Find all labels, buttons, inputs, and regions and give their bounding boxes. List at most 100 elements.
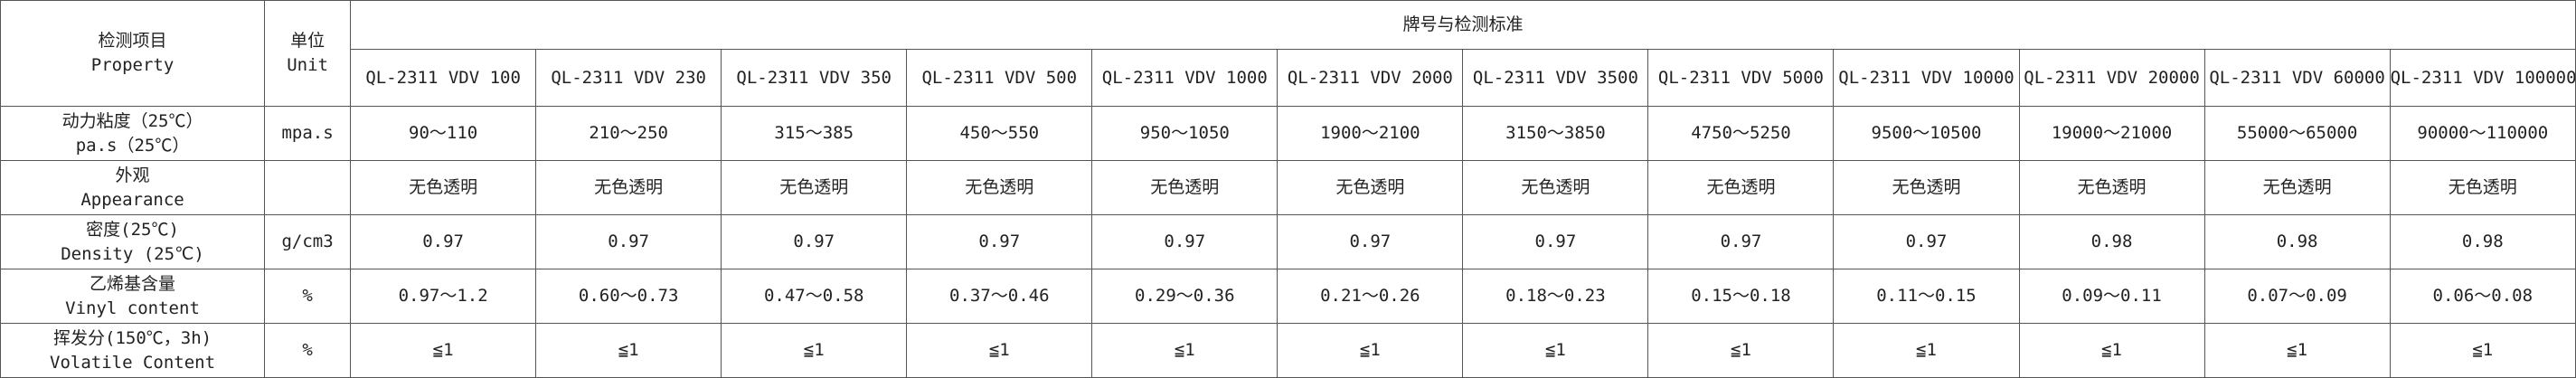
value-cell: 无色透明	[2018, 160, 2205, 215]
unit-cell: %	[264, 269, 352, 324]
grade-cell: QL-2311 VDV 10000	[1833, 49, 2020, 107]
value-cell: 0.06～0.08	[2389, 269, 2576, 324]
value-cell: 90～110	[350, 106, 537, 161]
value: ≦1	[1731, 340, 1751, 360]
value: ≦1	[803, 340, 825, 360]
property-cell: 外观 Appearance	[0, 160, 266, 215]
grade-label: QL-2311 VDV 230	[551, 67, 706, 88]
value-cell: 0.97	[350, 214, 537, 269]
value-cell: ≦1	[535, 323, 722, 378]
value: 0.97	[978, 232, 1021, 251]
property-label: pa.s（25℃）	[75, 135, 190, 156]
value: ≦1	[618, 340, 639, 360]
value-cell: 950～1050	[1091, 106, 1279, 161]
value-cell: 0.98	[2203, 214, 2391, 269]
grade-cell: QL-2311 VDV 3500	[1462, 49, 1649, 107]
header-row: 检测项目 Property 单位 Unit 牌号与检测标准	[0, 0, 2576, 107]
header-text: 单位	[290, 31, 326, 51]
value: ≦1	[1359, 340, 1381, 360]
value-cell: ≦1	[906, 323, 1093, 378]
unit-cell: g/cm3	[264, 214, 352, 269]
value-cell: 0.11～0.15	[1833, 269, 2020, 324]
grade-cell: QL-2311 VDV 2000	[1277, 49, 1464, 107]
grade-label: QL-2311 VDV 500	[921, 67, 1078, 88]
value-cell: 0.98	[2018, 214, 2205, 269]
header-text: Property	[90, 55, 175, 75]
value: 0.60～0.73	[578, 286, 679, 306]
value: 1900～2100	[1320, 123, 1420, 143]
value: 450～550	[959, 123, 1040, 143]
unit-label: mpa.s	[281, 123, 334, 143]
grade-cell: QL-2311 VDV 5000	[1647, 49, 1835, 107]
value: ≦1	[1544, 340, 1566, 360]
value: ≦1	[988, 340, 1010, 360]
value: ≦1	[1174, 340, 1195, 360]
value-cell: ≦1	[2389, 323, 2576, 378]
value-cell: 0.98	[2389, 214, 2576, 269]
value: 0.97	[422, 232, 464, 251]
value-cell: 无色透明	[1091, 160, 1279, 215]
unit-cell	[264, 160, 352, 215]
value-cell: 55000～65000	[2203, 106, 2391, 161]
value-cell: 0.97	[1091, 214, 1279, 269]
value-cell: 无色透明	[906, 160, 1093, 215]
value-cell: 1900～2100	[1277, 106, 1464, 161]
property-label: Vinyl content	[65, 298, 200, 318]
value-cell: 19000～21000	[2018, 106, 2205, 161]
value: 0.21～0.26	[1320, 286, 1420, 306]
grade-label: QL-2311 VDV 100	[365, 67, 521, 88]
value: 0.97	[1905, 232, 1948, 251]
grade-label: QL-2311 VDV 1000	[1101, 67, 1268, 88]
property-label: 外观	[115, 165, 150, 185]
grade-cell: QL-2311 VDV 20000	[2018, 49, 2205, 107]
grade-cell: QL-2311 VDV 100	[350, 49, 537, 107]
value: 无色透明	[2448, 177, 2517, 197]
header-text: 检测项目	[98, 31, 167, 51]
value-cell: 210～250	[535, 106, 722, 161]
value-cell: 0.97	[906, 214, 1093, 269]
value-cell: 0.09～0.11	[2018, 269, 2205, 324]
grade-label: QL-2311 VDV 100000	[2390, 67, 2576, 88]
unit-label: %	[302, 340, 313, 360]
value-cell: 0.18～0.23	[1462, 269, 1649, 324]
value-cell: 0.97	[721, 214, 908, 269]
value-cell: ≦1	[2203, 323, 2391, 378]
value-cell: 0.47～0.58	[721, 269, 908, 324]
value: 950～1050	[1139, 123, 1230, 143]
value: 无色透明	[1521, 177, 1590, 197]
value-cell: 无色透明	[535, 160, 722, 215]
property-label: 动力粘度（25℃）	[61, 110, 203, 131]
value: 无色透明	[2077, 177, 2147, 197]
value-cell: 无色透明	[1277, 160, 1464, 215]
value: 90000～110000	[2417, 123, 2549, 143]
grade-cell: QL-2311 VDV 1000	[1091, 49, 1279, 107]
value-cell: 0.97	[1833, 214, 2020, 269]
value: 0.15～0.18	[1691, 286, 1791, 306]
grade-label: QL-2311 VDV 5000	[1657, 67, 1824, 88]
value: 315～385	[774, 123, 854, 143]
property-label: Volatile Content	[50, 352, 216, 373]
value: 0.06～0.08	[2432, 286, 2534, 306]
value-cell: 315～385	[721, 106, 908, 161]
unit-label: g/cm3	[281, 232, 334, 251]
value: 90～110	[409, 123, 478, 143]
value: 无色透明	[409, 177, 478, 197]
value: ≦1	[2101, 340, 2122, 360]
grade-cell: QL-2311 VDV 500	[906, 49, 1093, 107]
data-row: 动力粘度（25℃） pa.s（25℃） mpa.s 90～110 210～250 315～…	[0, 106, 2576, 161]
value-cell: 9500～10500	[1833, 106, 2020, 161]
grade-label: QL-2311 VDV 350	[736, 67, 892, 88]
property-header: 检测项目 Property	[0, 0, 266, 107]
property-cell: 挥发分(150℃，3h) Volatile Content	[0, 323, 266, 378]
value-cell: 无色透明	[1462, 160, 1649, 215]
value-cell: 无色透明	[2389, 160, 2576, 215]
unit-label: %	[302, 286, 313, 306]
property-cell: 密度(25℃) Density (25℃)	[0, 214, 266, 269]
value: 无色透明	[1335, 177, 1405, 197]
value-cell: 3150～3850	[1462, 106, 1649, 161]
value: 0.37～0.46	[949, 286, 1050, 306]
grade-row: QL-2311 VDV 100 QL-2311 VDV 230 QL-2311 VD…	[1, 49, 2576, 107]
value-cell: 无色透明	[1833, 160, 2020, 215]
